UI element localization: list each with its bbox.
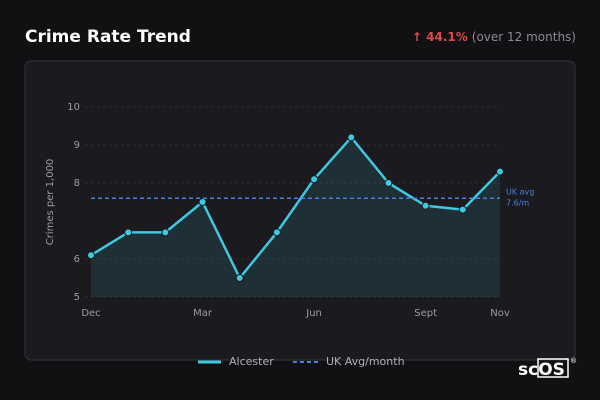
change-value: ↑ 44.1% [412,30,468,44]
y-tick-label: 10 [67,102,80,113]
point [421,201,430,210]
point [310,175,319,184]
legend-label: Alcester [229,355,274,368]
y-tick-label: 6 [74,254,80,265]
reference-value-label: 7.6/m [506,199,529,208]
y-tick-label: 8 [74,178,80,189]
y-axis-label: Crimes per 1,000 [45,159,56,246]
x-tick-label: Sept [414,308,437,319]
point [496,167,504,176]
point [235,274,244,282]
x-tick-label: Dec [81,308,100,319]
title: Crime Rate Trend [25,27,191,47]
point [87,251,95,260]
card [24,60,576,361]
point [124,228,133,237]
logo: scOS [518,360,565,380]
line [90,136,501,280]
x-tick-label: Mar [193,308,213,319]
change: ↑ 44.1% (over 12 months) [412,30,576,44]
logo-box [537,358,569,378]
y-tick-label: 5 [74,292,80,303]
logo-text: sc [518,360,538,380]
point [161,228,170,237]
point [272,228,281,237]
legend-label: UK Avg/month [326,355,405,368]
logo-mark: ® [570,357,577,365]
x-tick-label: Nov [490,308,510,319]
logo-boxed: OS [538,360,565,380]
point [198,198,207,206]
point [347,133,356,142]
y-tick-label: 9 [74,140,80,151]
point [384,179,393,187]
x-tick-label: Jun [305,308,322,319]
point [458,205,467,214]
area [91,137,500,297]
change-note: (over 12 months) [472,30,576,44]
reference-label: UK avg [506,188,534,197]
